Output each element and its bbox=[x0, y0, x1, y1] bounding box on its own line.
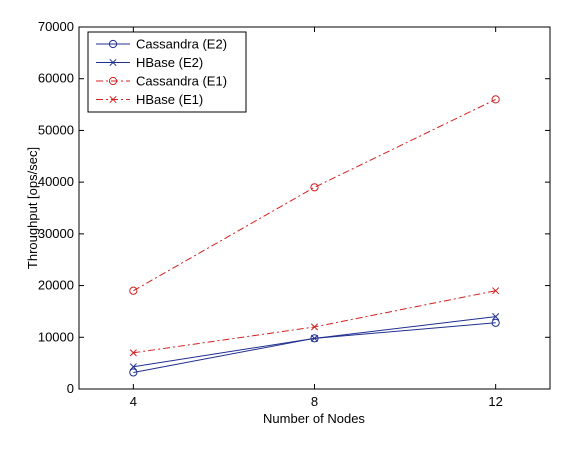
legend-entry: Cassandra (E1) bbox=[96, 74, 227, 89]
chart-marks bbox=[129, 95, 500, 377]
legend-entry: Cassandra (E2) bbox=[96, 37, 227, 52]
legend-marker bbox=[109, 58, 117, 67]
series-3 bbox=[129, 287, 500, 357]
y-tick-label: 40000 bbox=[38, 174, 74, 189]
data-point bbox=[129, 363, 137, 371]
legend-entry: HBase (E2) bbox=[96, 55, 203, 70]
legend-label: Cassandra (E1) bbox=[136, 74, 227, 89]
y-tick-label: 70000 bbox=[38, 19, 74, 34]
series-1 bbox=[129, 313, 500, 371]
data-point bbox=[491, 95, 500, 104]
legend-label: HBase (E2) bbox=[136, 55, 203, 70]
data-point bbox=[129, 368, 138, 377]
data-point bbox=[310, 183, 319, 192]
axis-ticks: 4 8 12 0 10000 20000 30000 40000 50000 60000 70000 bbox=[38, 19, 550, 409]
y-tick-label: 30000 bbox=[38, 226, 74, 241]
x-axis-title: Number of Nodes bbox=[263, 411, 365, 426]
data-point bbox=[310, 323, 319, 331]
legend-entry: HBase (E1) bbox=[96, 92, 203, 107]
data-point bbox=[129, 349, 137, 357]
x-tick-label: 12 bbox=[488, 394, 502, 409]
legend: Cassandra (E2) HBase (E2) Cassandra (E1) HB… bbox=[87, 31, 247, 113]
legend-marker bbox=[108, 76, 118, 86]
y-tick-label: 60000 bbox=[38, 71, 74, 86]
y-tick-label: 0 bbox=[67, 381, 74, 396]
y-tick-label: 10000 bbox=[38, 329, 74, 344]
data-point bbox=[491, 318, 500, 327]
legend-label: HBase (E1) bbox=[136, 92, 203, 107]
legend-marker bbox=[108, 39, 118, 49]
y-tick-label: 20000 bbox=[38, 278, 74, 293]
data-point bbox=[492, 313, 500, 321]
data-point bbox=[492, 287, 500, 295]
y-axis-title: Throughput [ops/sec] bbox=[25, 147, 40, 269]
data-point bbox=[310, 334, 319, 342]
x-tick-label: 4 bbox=[130, 394, 137, 409]
data-point bbox=[129, 286, 138, 295]
legend-label: Cassandra (E2) bbox=[136, 37, 227, 52]
x-tick-label: 8 bbox=[311, 394, 318, 409]
y-tick-label: 50000 bbox=[38, 122, 74, 137]
legend-marker bbox=[109, 95, 117, 104]
series-2 bbox=[129, 95, 500, 295]
